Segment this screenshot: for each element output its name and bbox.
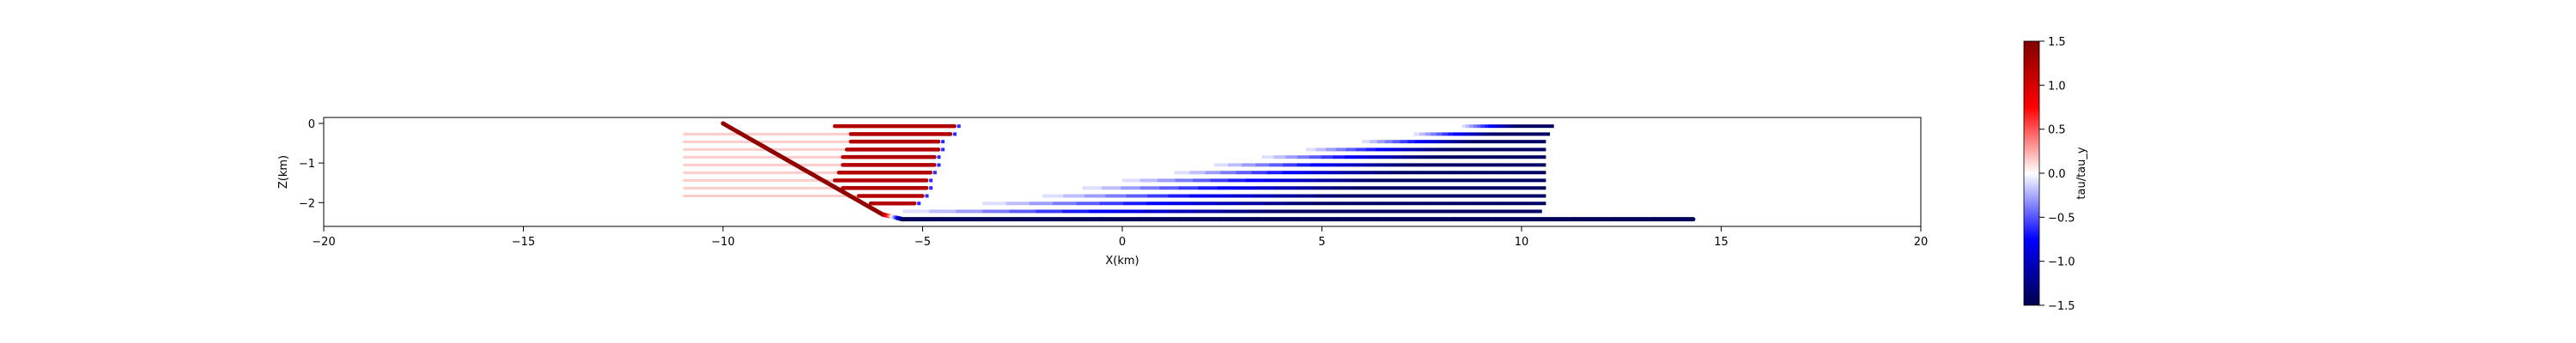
red-layer-edge-point xyxy=(925,194,929,198)
x-tick-label: 15 xyxy=(1714,236,1728,249)
x-tick-label: −20 xyxy=(312,236,335,249)
x-tick-label: 5 xyxy=(1318,236,1325,249)
x-tick-label: −15 xyxy=(512,236,535,249)
fault-trace xyxy=(720,121,1696,222)
colorbar xyxy=(2023,40,2040,306)
x-tick-label: 20 xyxy=(1914,236,1929,249)
y-axis-label: Z(km) xyxy=(277,155,290,189)
y-tick-label: −1 xyxy=(299,158,315,171)
red-layer-edge-point xyxy=(937,155,941,159)
colorbar-label: tau/tau_y xyxy=(2075,147,2088,199)
colorbar-tick-label: 0.0 xyxy=(2048,168,2066,181)
plot-area xyxy=(683,121,1696,222)
red-layer-edge-point xyxy=(937,163,941,167)
colorbar-tick-label: −0.5 xyxy=(2048,212,2075,225)
x-tick-label: 10 xyxy=(1515,236,1529,249)
x-tick-label: −5 xyxy=(914,236,931,249)
colorbar-tick-label: −1.5 xyxy=(2048,300,2075,313)
colorbar-tick-label: 0.5 xyxy=(2048,124,2066,137)
y-axis: 0 −1 −2 xyxy=(299,118,324,210)
y-tick-label: 0 xyxy=(308,118,315,131)
red-layer-edge-point xyxy=(917,202,921,206)
red-layer-edge-point xyxy=(929,186,933,190)
red-layer-edge-point xyxy=(957,124,961,129)
x-axis-label: X(km) xyxy=(1105,255,1139,268)
red-layer-edge-point xyxy=(941,140,945,144)
colorbar-axis: 1.5 1.0 0.5 0.0 −0.5 −1.0 −1.5 xyxy=(2039,36,2075,313)
y-tick-label: −2 xyxy=(299,197,315,210)
x-tick-label: −10 xyxy=(711,236,734,249)
red-layer-edge-point xyxy=(933,171,937,175)
red-layer-edge-point xyxy=(929,178,933,183)
colorbar-tick-label: −1.0 xyxy=(2048,256,2075,269)
x-tick-label: 0 xyxy=(1119,236,1126,249)
x-axis: −20 −15 −10 −5 0 5 10 15 20 xyxy=(312,226,1928,249)
red-layer-edge-point xyxy=(941,147,945,152)
colorbar-tick-label: 1.5 xyxy=(2048,36,2066,49)
colorbar-tick-label: 1.0 xyxy=(2048,80,2066,93)
red-layer-edge-point xyxy=(953,132,957,136)
